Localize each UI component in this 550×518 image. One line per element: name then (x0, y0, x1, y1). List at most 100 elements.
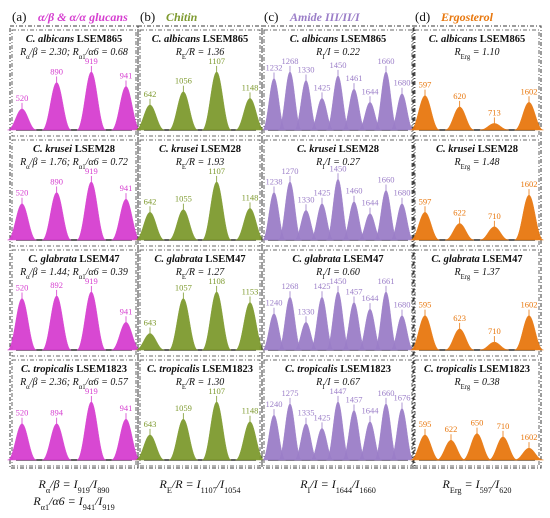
panel-border (11, 139, 137, 247)
ratio-text: RI/I = 0.67 (315, 377, 361, 391)
spectrum-peak (111, 418, 141, 461)
ratio-text: RE/R = 1.27 (175, 267, 225, 281)
peak-label: 1644 (362, 293, 380, 303)
ratio-text: Rα/β = 2.30; Rα1/α6 = 0.68 (19, 47, 128, 61)
spectrum-peak (514, 315, 544, 351)
column-1: (b) Chitin C. albicans LSEM865 RE/R = 1.36 6… (135, 9, 265, 495)
panel-border (414, 29, 540, 137)
peak-label: 597 (419, 80, 432, 90)
strain-title: C. krusei LSEM28 (33, 144, 115, 155)
peak-label: 1644 (362, 198, 380, 208)
peak-label: 1660 (378, 56, 395, 66)
peak-label: 1450 (330, 60, 347, 70)
panel-border (139, 249, 261, 357)
spectrum-peak (278, 181, 302, 241)
spectrum-peak (479, 341, 509, 351)
column-title: Ergosterol (440, 10, 494, 24)
strain-title: C. glabrata LSEM47 (154, 254, 245, 265)
ratio-text: RE/R = 1.30 (175, 377, 224, 391)
panel: C. tropicalis LSEM1823 RE/R = 1.30 643 1059… (135, 359, 265, 467)
panel-border (414, 359, 540, 467)
peak-label: 892 (50, 280, 63, 290)
spectrum-peak (479, 226, 509, 241)
panel-border (263, 29, 413, 137)
peak-label: 1330 (298, 194, 315, 204)
spectrum-peak (488, 436, 518, 461)
peak-label: 597 (419, 196, 432, 206)
column-0: (a) α/β & α/α glucans C. albicans LSEM865 R… (7, 9, 141, 512)
peak-label: 1055 (175, 194, 192, 204)
spectrum-peak (235, 302, 265, 351)
peak-label: 1153 (242, 286, 259, 296)
peak-label: 1680 (394, 188, 411, 198)
peak-label: 710 (488, 326, 501, 336)
panel: C. albicans LSEM865 RE/R = 1.36 642 1056 110… (135, 29, 265, 137)
peak-label: 1644 (362, 86, 380, 96)
spectrum-peak (202, 291, 232, 351)
panel-border (11, 359, 137, 467)
peak-label: 919 (85, 386, 98, 396)
peak-label: 1425 (314, 281, 331, 291)
peak-label: 1602 (521, 300, 538, 310)
panel-border (263, 359, 413, 467)
footer-equation: Rα1/α6 = I941/I919 (32, 494, 114, 512)
peak-label: 919 (85, 56, 98, 66)
ratio-text: RErg = 1.37 (453, 267, 500, 281)
peak-label: 1056 (175, 76, 192, 86)
peak-label: 642 (144, 196, 157, 206)
strain-title: C. tropicalis LSEM1823 (21, 364, 127, 375)
spectrum-peak (135, 212, 165, 241)
strain-title: C. tropicalis LSEM1823 (285, 364, 391, 375)
spectrum-peak (111, 86, 141, 131)
spectrum-peak (42, 423, 72, 461)
spectrum-peak (7, 423, 37, 461)
peak-label: 1059 (175, 403, 192, 413)
panel: C. krusei LSEM28 Rα/β = 1.76; Rα1/α6 = 0.… (7, 139, 141, 247)
spectrum-peak (235, 208, 265, 241)
peak-label: 941 (120, 403, 133, 413)
spectrum-peak (7, 203, 37, 241)
peak-label: 1425 (314, 82, 331, 92)
spectrum-peak (390, 315, 414, 351)
column-title: Chitin (166, 10, 198, 24)
peak-label: 1461 (346, 73, 363, 83)
panel-border (263, 139, 413, 247)
spectrum-peak (445, 328, 475, 351)
peak-label: 520 (16, 283, 29, 293)
peak-label: 1425 (314, 188, 331, 198)
panel: C. glabrata LSEM47 Rα/β = 1.44; Rα1/α6 = … (7, 249, 141, 357)
spectrum-peak (168, 298, 198, 351)
peak-label: 941 (120, 183, 133, 193)
peak-label: 1644 (362, 406, 380, 416)
peak-label: 710 (488, 211, 501, 221)
spectrum-peak (514, 194, 544, 241)
strain-title: C. tropicalis LSEM1823 (424, 364, 530, 375)
footer-equation: RE/R = I1107/I1054 (159, 477, 241, 495)
spectrum-peak (168, 91, 198, 131)
spectrum-peak (202, 71, 232, 131)
panel-border (414, 249, 540, 357)
ratio-text: Rα/β = 1.76; Rα1/α6 = 0.72 (19, 157, 128, 171)
strain-title: C. glabrata LSEM47 (28, 254, 119, 265)
spectrum-peak (42, 295, 72, 351)
peak-label: 1330 (298, 65, 315, 75)
peak-label: 1108 (208, 276, 225, 286)
strain-title: C. albicans LSEM865 (290, 34, 387, 45)
spectrum-peak (410, 434, 440, 461)
spectrum-peak (135, 333, 165, 351)
peak-label: 1270 (282, 166, 299, 176)
spectrum-peak (111, 198, 141, 241)
spectrum-peak (445, 223, 475, 241)
panel: C. tropicalis LSEM1823 RI/I = 0.67 1240127… (262, 359, 414, 467)
peak-label: 595 (419, 419, 432, 429)
strain-title: C. krusei LSEM28 (297, 144, 379, 155)
spectrum-peak (202, 401, 232, 461)
column-letter: (a) (12, 9, 26, 24)
column-title: α/β & α/α glucans (38, 10, 128, 24)
peak-label: 941 (120, 70, 133, 80)
footer-equation: RI/I = I1644/I1660 (299, 477, 376, 495)
footer-equation: RErg = I597/I620 (441, 477, 511, 495)
peak-label: 1602 (521, 86, 538, 96)
